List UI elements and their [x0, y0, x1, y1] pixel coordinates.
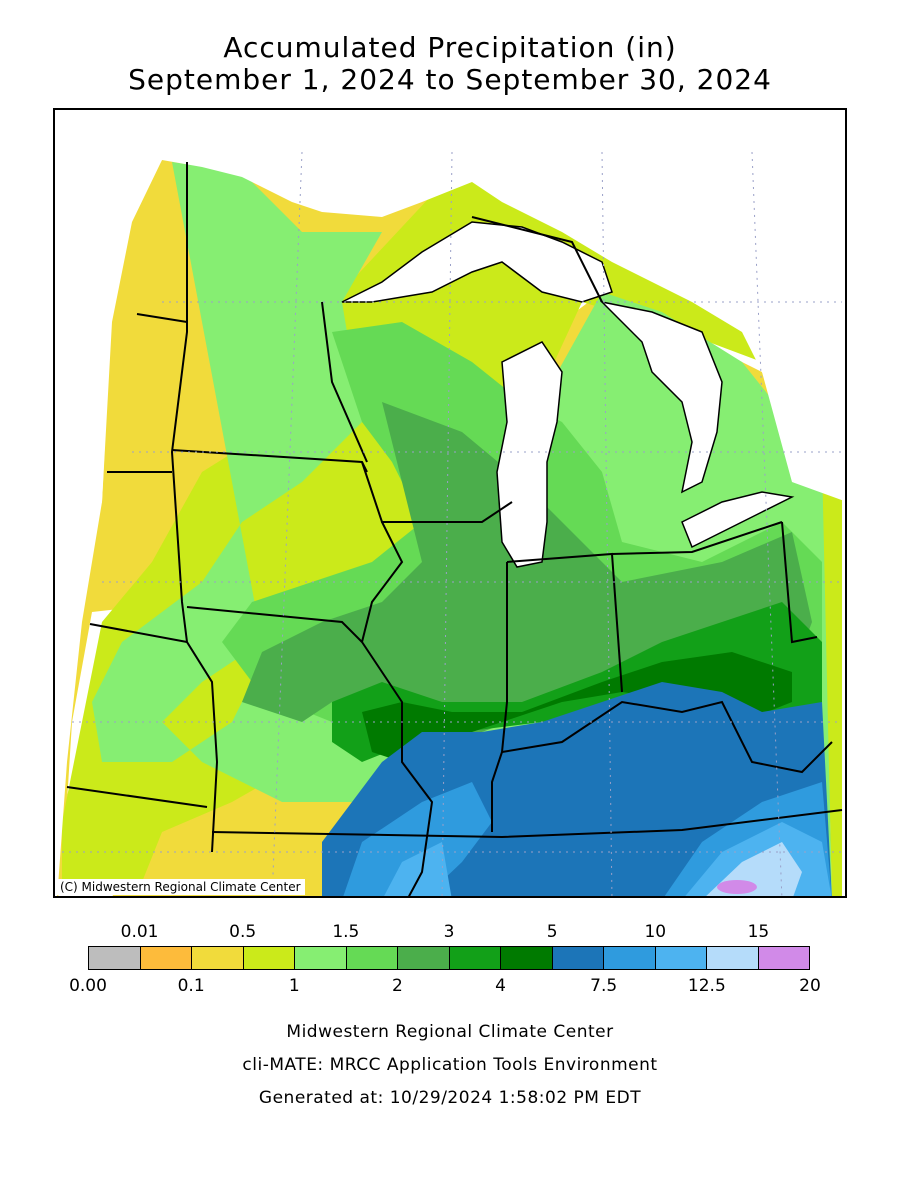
lake-superior	[341, 221, 613, 303]
graticule	[62, 151, 842, 896]
legend-tick-label: 2	[392, 976, 403, 996]
legend-tick-label: 15	[747, 922, 770, 942]
legend-swatch	[346, 947, 398, 969]
legend-tick-label: 1.5	[332, 922, 360, 942]
color-legend	[88, 946, 810, 970]
copyright-label: (C) Midwestern Regional Climate Center	[56, 879, 305, 895]
state-boundaries	[66, 162, 843, 896]
legend-swatch	[243, 947, 295, 969]
lake-huron	[599, 300, 723, 494]
legend-swatch	[655, 947, 707, 969]
legend-tick-label: 0.5	[229, 922, 257, 942]
map-title-line-2: September 1, 2024 to September 30, 2024	[128, 63, 772, 96]
legend-tick-label: 0.01	[120, 922, 159, 942]
footer-tool: cli-MATE: MRCC Application Tools Environ…	[242, 1055, 658, 1075]
legend-swatch	[295, 947, 347, 969]
legend-tick-label: 10	[644, 922, 667, 942]
legend-tick-label: 7.5	[590, 976, 618, 996]
legend-tick-label: 1	[288, 976, 300, 996]
legend-tick-label: 5	[546, 922, 558, 942]
west-bounding-area	[55, 110, 162, 896]
legend-swatch	[758, 947, 809, 969]
legend-tick-label: 0.1	[177, 976, 205, 996]
lake-michigan	[496, 341, 563, 568]
legend-swatch	[501, 947, 553, 969]
legend-swatch	[398, 947, 450, 969]
footer-generated: Generated at: 10/29/2024 1:58:02 PM EDT	[258, 1088, 642, 1108]
lake-erie	[681, 491, 795, 549]
canada-area	[162, 114, 845, 502]
precip-region-darkest-green	[362, 652, 792, 762]
map-title-line-1: Accumulated Precipitation (in)	[223, 31, 677, 64]
map-frame: (C) Midwestern Regional Climate Center	[53, 108, 847, 898]
legend-swatch	[707, 947, 759, 969]
legend-tick-label: 20	[799, 976, 821, 996]
legend-tick-label: 12.5	[687, 976, 726, 996]
legend-swatch	[192, 947, 244, 969]
precipitation-map	[55, 110, 845, 896]
footer-organization: Midwestern Regional Climate Center	[286, 1022, 614, 1042]
legend-tick-label: 3	[443, 922, 455, 942]
legend-tick-label: 4	[495, 976, 506, 996]
legend-swatch	[604, 947, 656, 969]
legend-swatch	[552, 947, 604, 969]
precip-region-violet	[717, 880, 757, 894]
legend-swatch	[89, 947, 141, 969]
precip-region-light-blue	[384, 822, 832, 896]
legend-tick-label: 0.00	[69, 976, 107, 996]
legend-swatch	[140, 947, 192, 969]
legend-swatch	[449, 947, 501, 969]
